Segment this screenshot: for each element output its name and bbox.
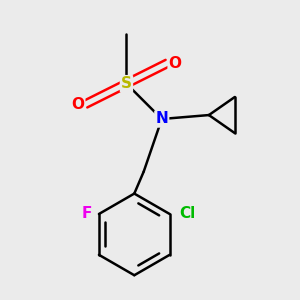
Text: O: O xyxy=(169,56,182,71)
Text: F: F xyxy=(81,206,92,221)
Text: Cl: Cl xyxy=(179,206,195,221)
Text: S: S xyxy=(121,76,132,91)
Text: O: O xyxy=(71,97,84,112)
Text: N: N xyxy=(155,112,168,127)
